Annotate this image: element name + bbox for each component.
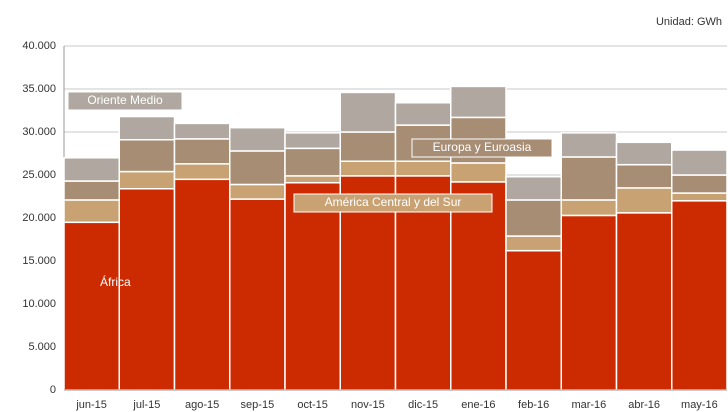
bar-segment — [229, 150, 286, 186]
bar-segment — [173, 122, 231, 140]
bar-segment — [505, 199, 562, 237]
bar-segment — [173, 163, 231, 181]
bar-segment — [615, 163, 673, 189]
x-tick-label: ene-16 — [461, 399, 495, 411]
bar-segment — [173, 138, 231, 165]
bar-segment — [671, 200, 728, 391]
bar-segment — [339, 131, 397, 162]
bar-segment — [671, 149, 728, 176]
bar-segment — [560, 132, 618, 158]
bar-segment — [671, 174, 728, 194]
bar-segment — [118, 188, 176, 391]
x-tick-label: dic-15 — [408, 399, 438, 411]
bar-segment — [505, 235, 562, 252]
y-tick-label: 30.000 — [22, 126, 56, 138]
y-tick-label: 40.000 — [22, 40, 56, 52]
legend-label: Oriente Medio — [87, 93, 163, 107]
legend-box — [293, 193, 493, 213]
x-tick-label: may-16 — [681, 399, 718, 411]
bar-segment — [450, 85, 507, 119]
bar-segment — [229, 183, 286, 200]
bar-segment — [394, 160, 452, 177]
y-tick-label: 5.000 — [28, 341, 56, 353]
x-tick-label: sep-15 — [241, 399, 275, 411]
bar-segment — [505, 175, 562, 201]
bar-segment — [450, 181, 507, 391]
x-tick-label: abr-16 — [628, 399, 660, 411]
bar-segment — [505, 249, 562, 391]
bar-segment — [118, 115, 176, 141]
bar-segment — [560, 214, 618, 391]
bar-segment — [63, 199, 120, 224]
bar-segment — [118, 138, 176, 173]
bar-segment — [173, 178, 231, 391]
y-tick-label: 15.000 — [22, 255, 56, 267]
bar-segment — [229, 126, 286, 152]
bar-segment — [118, 170, 176, 190]
x-tick-label: jul-15 — [132, 399, 160, 411]
bar-segment — [284, 181, 341, 391]
bar-segment — [394, 102, 452, 126]
legend-label: África — [100, 274, 131, 289]
x-tick-label: feb-16 — [518, 399, 549, 411]
bar-segment — [339, 160, 397, 177]
bar-segment — [63, 180, 120, 201]
bar-segment — [284, 147, 341, 177]
bar-segment — [284, 132, 341, 150]
legend-box — [67, 91, 183, 111]
y-tick-label: 20.000 — [22, 212, 56, 224]
bar-segment — [615, 187, 673, 214]
y-tick-label: 25.000 — [22, 169, 56, 181]
x-tick-label: mar-16 — [571, 399, 606, 411]
bar-segment — [339, 91, 397, 133]
x-tick-label: jun-15 — [75, 399, 107, 411]
x-tick-label: nov-15 — [351, 399, 385, 411]
bar-segment — [615, 141, 673, 166]
bar-segment — [450, 162, 507, 183]
y-tick-label: 10.000 — [22, 298, 56, 310]
legend-box — [411, 138, 553, 158]
x-tick-label: oct-15 — [297, 399, 328, 411]
bar-segment — [63, 221, 120, 391]
bar-segment — [63, 157, 120, 182]
bar-segment — [560, 156, 618, 201]
y-tick-label: 0 — [50, 384, 56, 396]
bar-segment — [229, 198, 286, 391]
legend-label: Europa y Euroasia — [433, 140, 532, 154]
bar-segment — [284, 175, 341, 184]
bar-segment — [671, 192, 728, 202]
unit-note: Unidad: GWh — [656, 16, 722, 28]
legend-label: América Central y del Sur — [325, 195, 462, 209]
x-tick-label: ago-15 — [185, 399, 219, 411]
bar-segment — [615, 212, 673, 391]
bar-segment — [560, 199, 618, 217]
y-tick-label: 35.000 — [22, 83, 56, 95]
